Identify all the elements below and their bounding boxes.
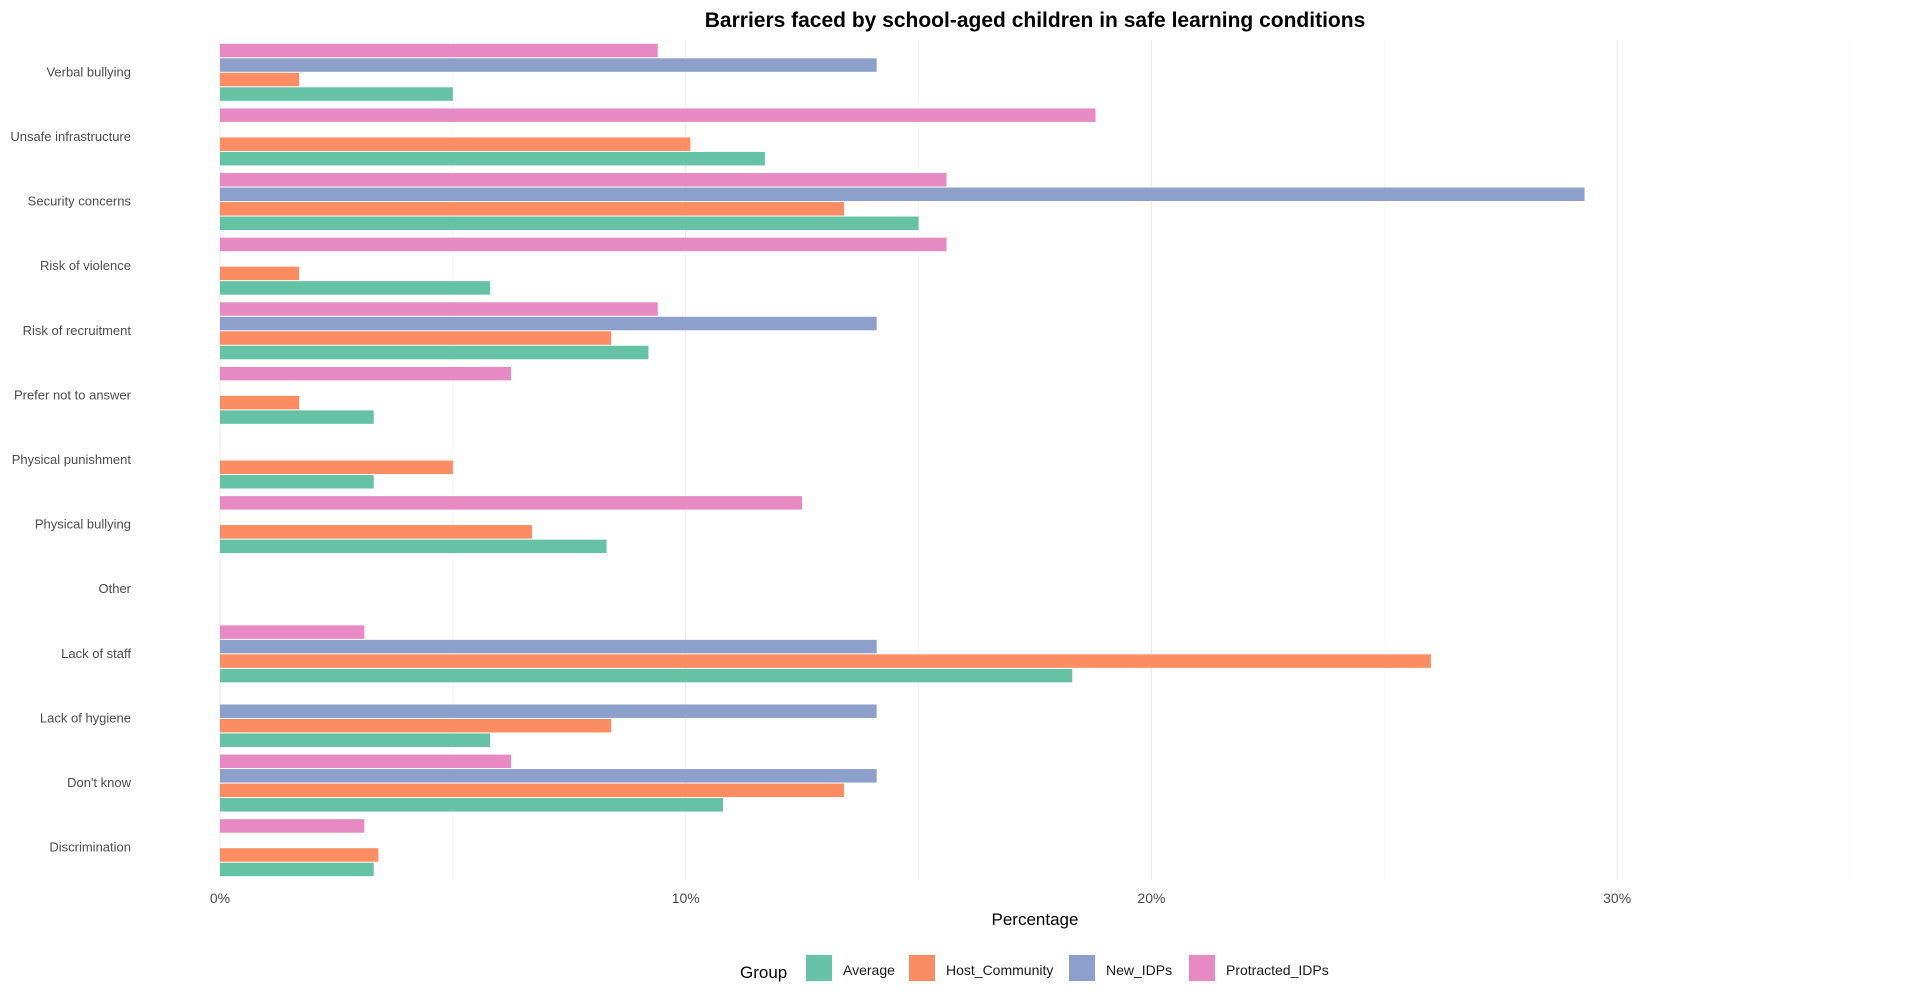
legend-key-protracted-idps xyxy=(1189,955,1215,981)
y-tick-label: Risk of recruitment xyxy=(23,323,132,338)
legend-key-new-idps xyxy=(1069,955,1095,981)
legend-key-host-community xyxy=(909,955,935,981)
bar-new-idps-lack-of-staff xyxy=(220,639,877,654)
legend-title: Group xyxy=(740,963,787,982)
bar-protracted-idps-physical-bullying xyxy=(220,496,803,510)
bar-average-lack-of-hygiene xyxy=(220,733,491,747)
legend-label-protracted-idps: Protracted_IDPs xyxy=(1226,962,1329,978)
bar-protracted-idps-verbal-bullying xyxy=(220,43,658,58)
bar-average-risk-of-violence xyxy=(220,281,491,295)
bar-average-don-t-know xyxy=(220,798,723,812)
y-tick-label: Unsafe infrastructure xyxy=(10,129,131,144)
y-tick-label: Risk of violence xyxy=(40,258,131,273)
bar-protracted-idps-risk-of-recruitment xyxy=(220,302,658,316)
y-tick-label: Physical punishment xyxy=(12,452,132,467)
bar-protracted-idps-don-t-know xyxy=(220,754,512,769)
y-tick-label: Physical bullying xyxy=(35,517,131,532)
bar-new-idps-lack-of-hygiene xyxy=(220,704,877,718)
bar-host-community-lack-of-hygiene xyxy=(220,718,612,733)
x-tick-label: 30% xyxy=(1603,890,1631,906)
bar-new-idps-risk-of-recruitment xyxy=(220,316,877,331)
bar-protracted-idps-risk-of-violence xyxy=(220,237,947,252)
bar-host-community-lack-of-staff xyxy=(220,654,1431,668)
y-tick-label: Verbal bullying xyxy=(46,64,131,79)
y-tick-label: Prefer not to answer xyxy=(14,387,132,402)
legend-label-average: Average xyxy=(843,962,895,978)
x-tick-label: 20% xyxy=(1137,890,1165,906)
bar-host-community-physical-punishment xyxy=(220,460,453,474)
y-tick-label: Lack of staff xyxy=(61,646,131,661)
legend-label-host-community: Host_Community xyxy=(946,962,1053,978)
bar-average-verbal-bullying xyxy=(220,87,453,101)
bar-average-discrimination xyxy=(220,862,374,877)
bar-new-idps-security-concerns xyxy=(220,187,1585,202)
legend-key-average xyxy=(806,955,832,981)
bar-average-physical-punishment xyxy=(220,475,374,489)
bar-host-community-risk-of-violence xyxy=(220,266,300,281)
x-axis-label: Percentage xyxy=(992,910,1079,929)
y-tick-label: Security concerns xyxy=(28,194,132,209)
bars xyxy=(220,43,1585,877)
x-tick-label: 0% xyxy=(210,890,230,906)
y-tick-labels: Verbal bullying Unsafe infrastructure Secu… xyxy=(10,64,131,854)
bar-host-community-physical-bullying xyxy=(220,525,533,539)
bar-average-security-concerns xyxy=(220,216,919,231)
bar-host-community-don-t-know xyxy=(220,783,845,798)
x-tick-label: 10% xyxy=(672,890,700,906)
y-tick-label: Other xyxy=(98,581,131,596)
x-tick-labels: 0% 10% 20% 30% xyxy=(210,890,1631,906)
bar-new-idps-don-t-know xyxy=(220,769,877,783)
y-tick-label: Discrimination xyxy=(49,840,131,855)
y-tick-label: Don't know xyxy=(67,775,132,790)
legend-label-new-idps: New_IDPs xyxy=(1106,962,1172,978)
chart-title: Barriers faced by school-aged children i… xyxy=(705,9,1366,32)
bar-average-lack-of-staff xyxy=(220,668,1073,683)
bar-new-idps-verbal-bullying xyxy=(220,58,877,72)
legend: Group Average Host_Community New_IDPs Protr… xyxy=(740,955,1329,982)
bar-protracted-idps-lack-of-staff xyxy=(220,625,365,639)
bar-average-unsafe-infrastructure xyxy=(220,151,765,166)
bar-host-community-discrimination xyxy=(220,848,379,862)
bar-host-community-security-concerns xyxy=(220,202,845,216)
bar-average-prefer-not-to-answer xyxy=(220,410,374,424)
bar-protracted-idps-unsafe-infrastructure xyxy=(220,108,1096,122)
bar-host-community-prefer-not-to-answer xyxy=(220,395,300,410)
bar-protracted-idps-prefer-not-to-answer xyxy=(220,366,512,381)
bar-protracted-idps-security-concerns xyxy=(220,173,947,187)
bar-host-community-unsafe-infrastructure xyxy=(220,137,691,151)
grid-lines xyxy=(219,40,1851,880)
bar-average-risk-of-recruitment xyxy=(220,345,649,360)
bar-host-community-risk-of-recruitment xyxy=(220,331,612,345)
bar-host-community-verbal-bullying xyxy=(220,72,300,87)
bar-protracted-idps-discrimination xyxy=(220,819,365,833)
bar-average-physical-bullying xyxy=(220,539,607,554)
y-tick-label: Lack of hygiene xyxy=(40,710,131,725)
